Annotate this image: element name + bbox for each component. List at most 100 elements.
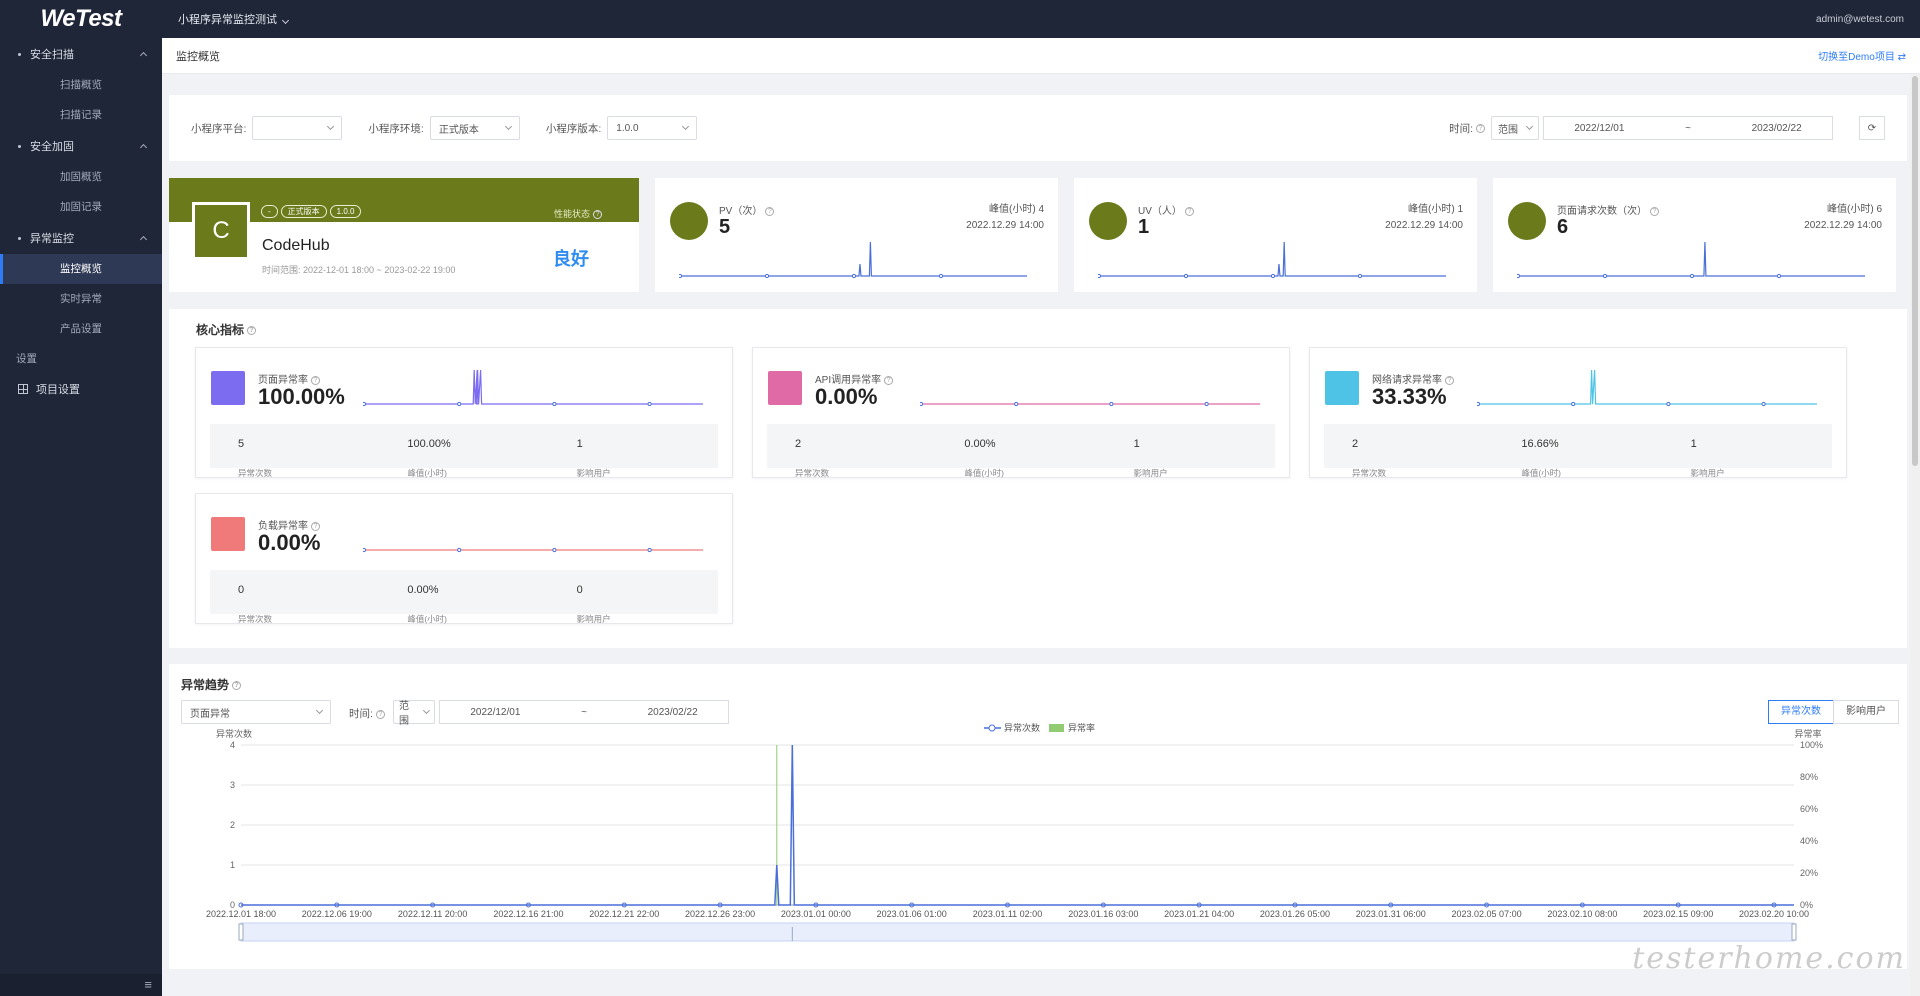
help-icon: ? (1650, 206, 1659, 216)
kpi-footer-label: 峰值(小时) (407, 468, 447, 478)
chevron-up-icon (139, 235, 148, 244)
core-metrics-title-text: 核心指标 (196, 323, 245, 337)
kpi-icon (768, 371, 960, 416)
sidebar-item-1-0[interactable]: 加固概览 (60, 171, 102, 183)
sidebar-item-2-0[interactable]: 监控概览 (0, 254, 162, 284)
sidebar-item-0-0[interactable]: 扫描概览 (60, 79, 102, 91)
kpi-card-0: 页面异常率? 100.00% 5 异常次数 100.00% 峰值(小时) 1 影响用户 (195, 347, 733, 478)
wetest-logo[interactable]: WeTest (40, 5, 122, 32)
trend-type-value: 页面异常 (190, 708, 230, 720)
kpi-footer-label: 影响用户 (1690, 468, 1725, 478)
chart-legend: 异常次数 异常率 (984, 722, 1095, 733)
version-value: 1.0.0 (616, 122, 639, 134)
x-tick-label: 2023.01.31 06:00 (1356, 909, 1426, 919)
version-select[interactable]: 1.0.0 (607, 116, 698, 140)
stat-peak-time: 2022.12.29 14:00 (1385, 220, 1463, 231)
x-tick-label: 2023.01.01 00:00 (781, 909, 851, 919)
sparkline-point (457, 547, 462, 553)
kpi-footer-value: 0 (238, 584, 245, 596)
sparkline-point (1270, 273, 1276, 279)
tag-env: 正式版本 (280, 205, 327, 218)
stat-title-text: PV（次） (719, 206, 763, 217)
chevron-down-icon (281, 16, 290, 25)
zoom-handle-left[interactable] (238, 923, 244, 941)
kpi-title: 网络请求异常率? (1372, 371, 1454, 386)
help-icon: ? (1184, 206, 1194, 216)
stat-title-text: UV（人） (1138, 206, 1182, 217)
user-account[interactable]: admin@wetest.com (1816, 13, 1904, 25)
stat-sparkline (1098, 241, 1446, 279)
kpi-title-text: 页面异常率 (258, 375, 308, 386)
version-label: 小程序版本: (545, 122, 602, 135)
btn-affected-users[interactable]: 影响用户 (1833, 700, 1899, 724)
kpi-footer: 2 异常次数 0.00% 峰值(小时) 1 影响用户 (767, 424, 1275, 478)
sidebar-group-text: 安全扫描 (30, 49, 74, 61)
trend-date-range-picker[interactable]: 2022/12/01 ~ 2023/02/22 (439, 700, 729, 724)
y2-tick-label: 0% (1800, 900, 1813, 910)
data-zoom-slider[interactable] (240, 922, 1795, 942)
kpi-footer-cell: 1 影响用户 (1106, 424, 1275, 478)
sparkline-point (1183, 273, 1189, 279)
kpi-footer-value: 0 (576, 584, 583, 596)
chevron-down-icon (682, 122, 690, 131)
env-label: 小程序环境: (368, 122, 424, 135)
x-tick-label: 2022.12.21 22:00 (589, 909, 659, 919)
trend-range-value: 范围 (399, 701, 409, 727)
env-select[interactable]: 正式版本 (429, 116, 520, 140)
time-label-text: 时间: (1449, 122, 1473, 135)
x-tick-label: 2023.02.20 10:00 (1739, 909, 1809, 919)
trend-start-date[interactable]: 2022/12/01 (470, 706, 521, 718)
core-metrics-section: 核心指标? 页面异常率? 100.00% 5 异常次数 100.00% 峰值(小时) 1 影响… (169, 309, 1907, 648)
grid-icon (18, 384, 28, 394)
end-date[interactable]: 2023/02/22 (1751, 122, 1802, 134)
sidebar-group-text: 异常监控 (30, 233, 74, 245)
sparkline-series (679, 241, 1027, 277)
help-icon: ? (311, 375, 320, 385)
sidebar-item-2-1[interactable]: 实时异常 (60, 293, 102, 305)
switch-demo-link[interactable]: 切换至Demo项目 ⇄ (1818, 48, 1906, 63)
filter-bar: 小程序平台: 小程序环境: 正式版本 小程序版本: 1.0.0 时间:? 范围 … (169, 95, 1907, 161)
sidebar-item-0-1[interactable]: 扫描记录 (60, 109, 102, 121)
scrollbar-thumb[interactable] (1912, 76, 1918, 466)
x-tick-label: 2022.12.16 21:00 (493, 909, 563, 919)
kpi-sparkline (363, 369, 703, 407)
btn-anomaly-count[interactable]: 异常次数 (1768, 700, 1834, 724)
zoom-handle-right[interactable] (1791, 923, 1797, 941)
trend-range-select[interactable]: 范围 (393, 700, 435, 727)
sidebar-item-2-2[interactable]: 产品设置 (60, 323, 102, 335)
trend-time-label: 时间:? (349, 706, 385, 721)
kpi-title: API调用异常率? (815, 371, 894, 386)
scrollbar[interactable] (1910, 74, 1920, 996)
bullet-icon (18, 52, 21, 56)
date-range-picker[interactable]: 2022/12/01 ~ 2023/02/22 (1543, 116, 1833, 140)
sparkline-point (1014, 401, 1019, 407)
sidebar-group-1[interactable]: 安全加固 (0, 130, 162, 162)
start-date[interactable]: 2022/12/01 (1574, 122, 1625, 134)
perf-status-value: 良好 (553, 249, 589, 269)
collapse-menu-icon[interactable]: ≡ (0, 974, 162, 996)
sidebar-item-1-1[interactable]: 加固记录 (60, 201, 102, 213)
kpi-footer: 5 异常次数 100.00% 峰值(小时) 1 影响用户 (210, 424, 718, 478)
project-switcher[interactable]: 小程序异常监控测试 (178, 11, 290, 27)
sidebar-group-0[interactable]: 安全扫描 (0, 38, 162, 70)
sidebar-group-2[interactable]: 异常监控 (0, 222, 162, 254)
platform-select[interactable] (252, 116, 343, 140)
kpi-footer-value: 16.66% (1521, 438, 1559, 450)
sidebar-item-project-settings[interactable]: 项目设置 (0, 374, 162, 404)
sparkline-point (1602, 273, 1608, 279)
range-select[interactable]: 范围 (1491, 116, 1539, 140)
kpi-footer-label: 影响用户 (1133, 468, 1168, 478)
sparkline-point (552, 401, 557, 407)
help-icon: ? (311, 521, 320, 531)
x-tick-label: 2023.02.05 07:00 (1452, 909, 1522, 919)
refresh-button[interactable]: ⟳ (1859, 116, 1885, 140)
stat-icon (1089, 202, 1142, 292)
kpi-footer-cell: 0 影响用户 (549, 570, 718, 624)
legend-label-rate: 异常率 (1068, 722, 1095, 733)
trend-end-date[interactable]: 2023/02/22 (647, 706, 698, 718)
kpi-footer-value: 2 (795, 438, 802, 450)
trend-type-select[interactable]: 页面异常 (181, 700, 331, 724)
count-series-line (241, 744, 1794, 906)
y-tick-label: 3 (230, 780, 235, 790)
